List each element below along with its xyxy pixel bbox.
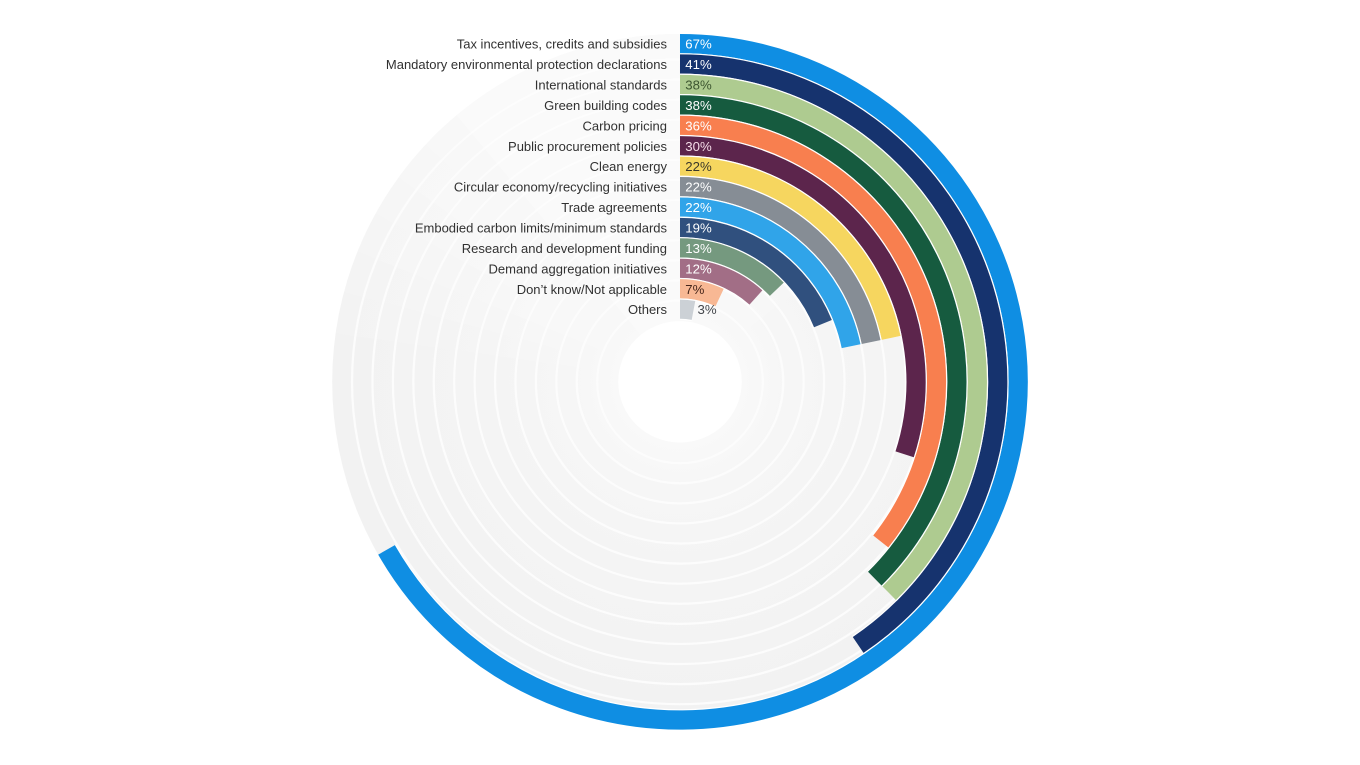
- svg-text:13%: 13%: [685, 241, 712, 256]
- svg-text:Circular economy/recycling ini: Circular economy/recycling initiatives: [454, 180, 668, 195]
- svg-text:7%: 7%: [685, 282, 704, 297]
- svg-text:19%: 19%: [685, 220, 712, 235]
- svg-text:Don’t know/Not applicable: Don’t know/Not applicable: [517, 282, 667, 297]
- svg-text:Green building codes: Green building codes: [544, 98, 667, 113]
- svg-text:38%: 38%: [685, 77, 712, 92]
- svg-text:30%: 30%: [685, 139, 712, 154]
- svg-text:Demand aggregation initiatives: Demand aggregation initiatives: [489, 261, 668, 276]
- svg-text:36%: 36%: [685, 118, 712, 133]
- svg-text:International standards: International standards: [535, 77, 668, 92]
- svg-text:Embodied carbon limits/minimum: Embodied carbon limits/minimum standards: [415, 220, 668, 235]
- svg-text:22%: 22%: [685, 200, 712, 215]
- svg-text:22%: 22%: [685, 159, 712, 174]
- svg-text:Public procurement policies: Public procurement policies: [508, 139, 667, 154]
- svg-text:12%: 12%: [685, 261, 712, 276]
- svg-text:22%: 22%: [685, 180, 712, 195]
- svg-text:Tax incentives, credits and su: Tax incentives, credits and subsidies: [457, 37, 668, 52]
- svg-text:67%: 67%: [685, 37, 712, 52]
- svg-text:38%: 38%: [685, 98, 712, 113]
- svg-text:3%: 3%: [698, 302, 717, 317]
- svg-text:Mandatory environmental protec: Mandatory environmental protection decla…: [386, 57, 668, 72]
- svg-text:Others: Others: [628, 302, 668, 317]
- svg-text:Trade agreements: Trade agreements: [561, 200, 667, 215]
- svg-text:41%: 41%: [685, 57, 712, 72]
- svg-text:Clean energy: Clean energy: [590, 159, 668, 174]
- svg-text:Carbon pricing: Carbon pricing: [582, 118, 667, 133]
- svg-text:Research and development fundi: Research and development funding: [462, 241, 667, 256]
